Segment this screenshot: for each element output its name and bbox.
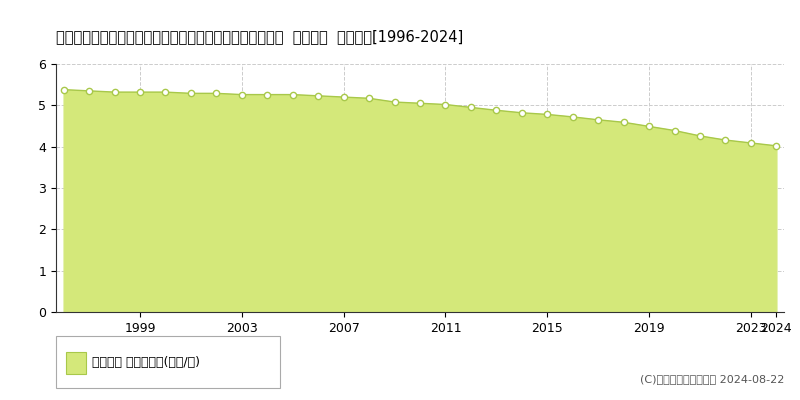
- Text: 栃木県塩谷郡高根沢町大字中阿久津字下河原１１１６番２  地価公示  地価推移[1996-2024]: 栃木県塩谷郡高根沢町大字中阿久津字下河原１１１６番２ 地価公示 地価推移[199…: [56, 29, 463, 44]
- Text: (C)土地価格ドットコム 2024-08-22: (C)土地価格ドットコム 2024-08-22: [640, 374, 784, 384]
- Text: 地価公示 平均坪単価(万円/坪): 地価公示 平均坪単価(万円/坪): [92, 356, 200, 368]
